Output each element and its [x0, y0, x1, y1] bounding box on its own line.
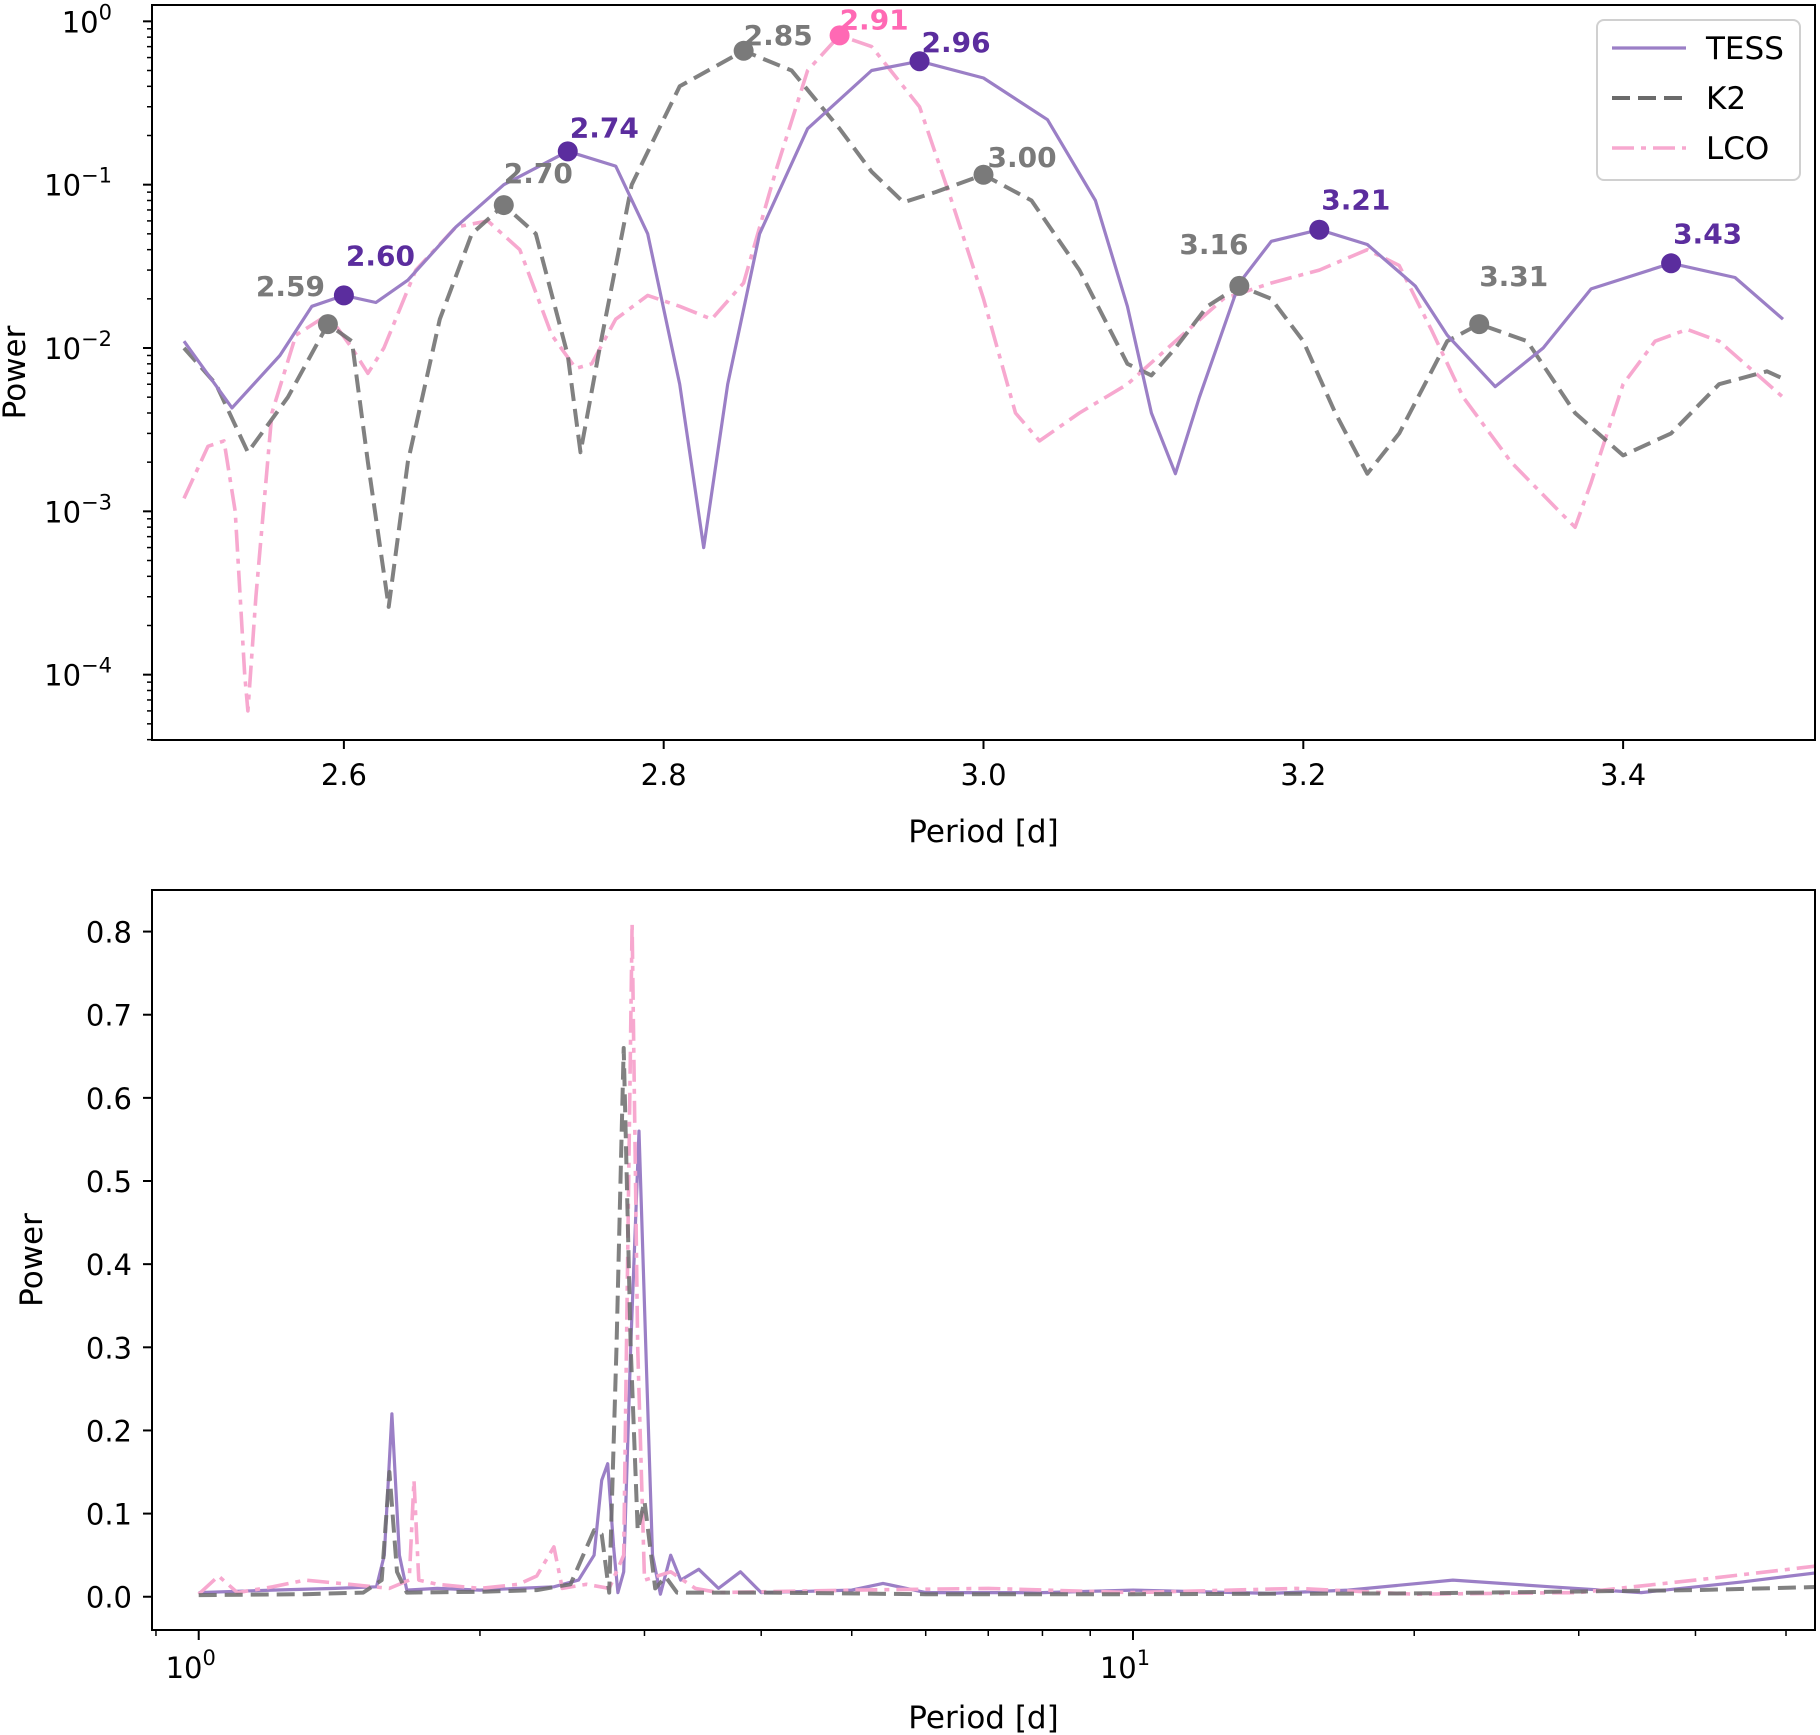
- top-axes-frame: [151, 4, 1816, 741]
- top-y-tick-exponent: −1: [81, 164, 112, 188]
- top-series-tess: [182, 59, 1785, 550]
- peak-marker-k2: [1469, 314, 1490, 335]
- bottom-series-k2: [198, 1046, 1815, 1598]
- peak-label-lco: 2.91: [840, 3, 909, 36]
- bottom-y-tick-label: 0.2: [86, 1414, 132, 1448]
- bottom-y-tick-label: 0.3: [86, 1331, 132, 1365]
- peak-label-tess: 2.60: [346, 239, 415, 272]
- peak-label-k2: 3.00: [988, 141, 1057, 174]
- top-series-k2: [182, 48, 1784, 609]
- top-panel: 2.602.742.963.213.432.592.702.853.003.16…: [0, 0, 1816, 850]
- peak-label-k2: 3.31: [1479, 260, 1548, 293]
- peak-marker-k2: [973, 164, 994, 185]
- bottom-axes-frame: [151, 889, 1816, 1631]
- top-y-tick-exponent: 0: [99, 0, 112, 24]
- bottom-panel: 0.0 0.1 0.2 0.3 0.4 0.5 0.6 0.7 0.8 Power 100 101 Pe…: [14, 889, 1816, 1735]
- top-y-tick-label: 10−2: [44, 327, 112, 366]
- peak-marker-tess: [1309, 219, 1330, 240]
- top-y-tick-label: 10−4: [44, 654, 112, 693]
- peak-marker-tess: [333, 285, 354, 306]
- peak-marker-tess: [557, 141, 578, 162]
- peak-marker-k2: [493, 195, 514, 216]
- bottom-y-tick-label: 0.8: [86, 916, 132, 950]
- legend-box: [1596, 19, 1801, 181]
- top-x-tick-label: 2.6: [321, 758, 367, 792]
- peak-label-tess: 2.96: [922, 26, 991, 59]
- top-y-tick-exponent: −4: [81, 654, 112, 678]
- peak-label-k2: 3.16: [1179, 228, 1248, 261]
- top-x-tick-label: 3.2: [1280, 758, 1326, 792]
- bottom-x-tick-label: 100: [166, 1646, 216, 1685]
- top-y-tick-label: 10−3: [44, 490, 112, 529]
- top-y-tick-exponent: −3: [81, 490, 112, 514]
- peak-label-tess: 2.74: [570, 111, 639, 144]
- peak-marker-k2: [317, 314, 338, 335]
- top-y-axis-label: Power: [0, 325, 33, 419]
- bottom-y-tick-label: 0.0: [86, 1581, 132, 1615]
- top-x-tick-label: 3.0: [960, 758, 1006, 792]
- bottom-y-axis-label: Power: [14, 1213, 50, 1307]
- peak-label-k2: 2.85: [744, 19, 813, 52]
- top-x-axis-label: Period [d]: [908, 814, 1058, 850]
- peak-label-tess: 3.43: [1673, 217, 1742, 250]
- peak-marker-tess: [1661, 253, 1682, 274]
- top-y-tick-exponent: −2: [81, 327, 112, 351]
- bottom-x-tick-exponent: 0: [202, 1646, 215, 1670]
- peak-marker-tess: [909, 51, 930, 72]
- peak-marker-lco: [829, 25, 850, 46]
- top-x-tick-label: 3.4: [1600, 758, 1646, 792]
- peak-marker-k2: [1229, 275, 1250, 296]
- legend: TESS K2 LCO: [1596, 19, 1801, 181]
- peak-label-tess: 3.21: [1321, 184, 1390, 217]
- bottom-series-tess: [198, 1129, 1815, 1596]
- bottom-y-tick-label: 0.5: [86, 1165, 132, 1199]
- bottom-y-tick-label: 0.6: [86, 1082, 132, 1116]
- peak-marker-k2: [733, 40, 754, 61]
- bottom-y-tick-label: 0.4: [86, 1248, 132, 1282]
- bottom-x-tick-label: 101: [1100, 1646, 1150, 1685]
- bottom-y-tick-label: 0.7: [86, 999, 132, 1033]
- legend-label-tess: TESS: [1705, 31, 1784, 67]
- peak-label-k2: 2.70: [504, 157, 573, 190]
- bottom-x-tick-exponent: 1: [1137, 1646, 1150, 1670]
- legend-label-lco: LCO: [1706, 131, 1769, 167]
- top-x-tick-label: 2.8: [641, 758, 687, 792]
- top-y-tick-label: 10−1: [44, 164, 112, 203]
- bottom-x-axis-label: Period [d]: [908, 1700, 1058, 1735]
- top-series-lco: [182, 33, 1785, 713]
- peak-label-k2: 2.59: [256, 270, 325, 303]
- bottom-series-lco: [197, 921, 1815, 1596]
- legend-label-k2: K2: [1706, 81, 1746, 117]
- bottom-y-tick-label: 0.1: [86, 1498, 132, 1532]
- top-y-tick-label: 100: [62, 0, 112, 39]
